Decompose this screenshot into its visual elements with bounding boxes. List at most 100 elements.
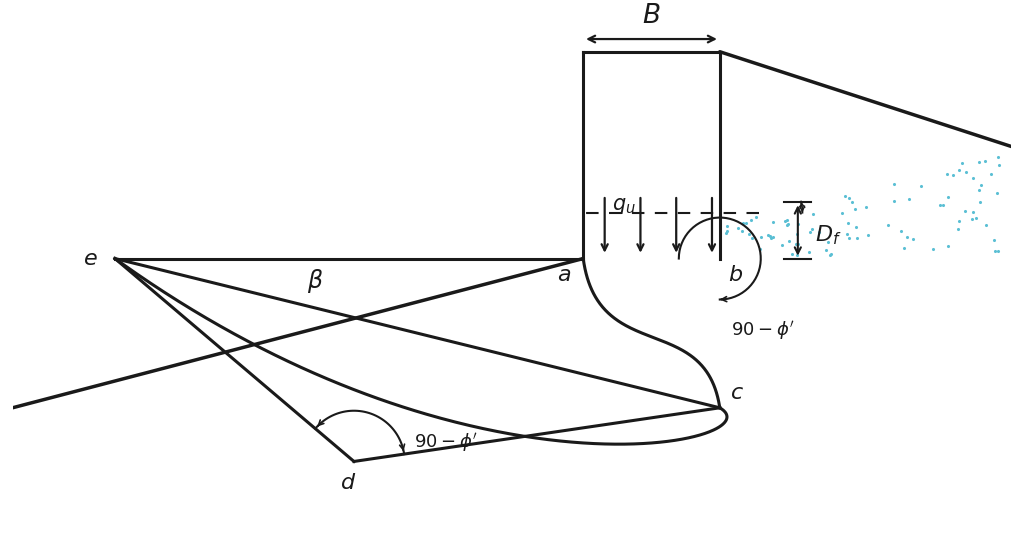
Point [788,251,805,260]
Point [990,160,1007,169]
Point [989,153,1006,162]
Text: $b$: $b$ [728,266,742,285]
Point [987,247,1004,256]
Point [839,230,855,239]
Point [950,165,967,174]
Text: $90-\phi'$: $90-\phi'$ [731,319,795,342]
Point [730,224,746,233]
Point [972,198,988,207]
Point [858,203,874,212]
Point [986,235,1002,244]
Point [787,239,804,248]
Point [801,247,817,256]
Text: $a$: $a$ [557,266,571,285]
Point [886,197,902,206]
Point [899,233,915,241]
Text: $d$: $d$ [340,473,356,493]
Point [779,220,796,229]
Point [860,231,877,240]
Point [958,168,975,177]
Point [763,234,779,243]
Point [765,233,781,242]
Point [805,210,821,219]
Point [788,229,805,238]
Point [777,216,794,225]
Text: $90-\phi'$: $90-\phi'$ [415,430,478,454]
Point [925,245,941,254]
Point [841,194,857,203]
Point [738,219,755,228]
Point [844,198,860,207]
Point [957,206,974,215]
Point [791,220,807,229]
Point [932,201,948,210]
Point [988,189,1005,198]
Point [719,221,735,230]
Point [778,216,795,225]
Point [718,229,734,238]
Point [783,249,800,258]
Point [934,201,950,210]
Point [802,228,818,236]
Point [978,220,994,229]
Point [954,159,971,168]
Point [780,237,797,246]
Text: $D_f$: $D_f$ [815,224,842,247]
Point [733,227,750,236]
Point [964,214,980,223]
Point [950,217,967,226]
Point [880,221,896,230]
Point [905,234,922,243]
Point [847,205,863,214]
Text: $B$: $B$ [642,3,660,29]
Point [817,245,834,254]
Point [753,233,769,242]
Point [896,244,912,253]
Text: $e$: $e$ [83,249,97,268]
Point [779,220,796,229]
Point [840,218,856,227]
Point [965,207,981,216]
Point [760,230,776,239]
Point [834,209,850,218]
Point [971,186,987,195]
Point [940,193,956,202]
Point [965,174,981,183]
Text: $\beta$: $\beta$ [307,267,324,295]
Point [742,216,759,225]
Point [762,231,778,240]
Point [741,230,758,239]
Point [973,180,989,189]
Point [804,225,820,234]
Point [939,241,955,250]
Point [837,191,853,200]
Point [848,222,864,231]
Point [938,170,954,179]
Point [811,228,827,236]
Point [982,169,998,178]
Point [791,239,807,248]
Point [719,226,735,235]
Point [823,250,840,259]
Point [841,233,857,242]
Point [748,213,764,222]
Point [893,226,909,235]
Point [886,180,902,189]
Point [821,250,838,259]
Point [734,218,751,227]
Point [913,182,930,191]
Point [901,194,918,203]
Point [969,214,985,222]
Point [765,218,781,227]
Point [977,157,993,165]
Point [819,238,836,247]
Text: $c$: $c$ [729,383,743,403]
Point [971,157,987,166]
Point [990,246,1007,255]
Point [950,224,967,233]
Point [774,241,791,250]
Point [945,170,962,179]
Point [743,234,760,243]
Text: $q_u$: $q_u$ [612,196,636,216]
Point [849,234,865,243]
